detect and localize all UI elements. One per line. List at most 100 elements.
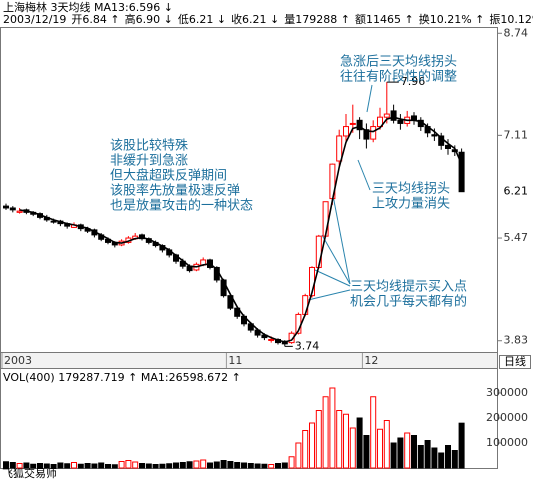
candle-body	[302, 295, 309, 315]
annotation: 该股比较特殊	[110, 139, 188, 154]
volume-bar	[336, 410, 343, 469]
candle-body	[431, 134, 438, 137]
volume-bar	[315, 410, 322, 469]
arrow	[307, 289, 351, 301]
quote-item: 收6.21 ↓	[231, 12, 279, 26]
volume-bar	[3, 461, 9, 469]
x-tick-label: 12	[364, 354, 378, 367]
volume-bar	[234, 462, 241, 469]
volume-bar	[111, 464, 118, 469]
annotation: 该股率先放量极速反弹	[110, 183, 240, 199]
volume-bar	[84, 463, 91, 469]
annotation: 三天均线提示买入点	[350, 279, 467, 295]
y-tick-label: 5.47	[504, 231, 529, 244]
period-box	[499, 355, 531, 369]
candle-body	[397, 119, 404, 124]
volume-bar	[458, 422, 465, 469]
volume-bar	[43, 463, 50, 469]
candle-body	[445, 144, 451, 149]
volume-bar	[98, 462, 105, 469]
volume-bar	[37, 463, 43, 469]
annotation: 非缓升到急涨	[110, 154, 188, 169]
quote-item: 额11465 ↑	[355, 13, 414, 26]
volume-tick-label: 300000	[486, 386, 528, 399]
volume-tick-label: 200000	[486, 411, 528, 424]
annotation: 急涨后三天均线拐头	[340, 55, 457, 70]
volume-bar	[64, 463, 71, 469]
volume-header: VOL(400) 179287.719 ↑ MA1:26598.672 ↑	[3, 371, 241, 384]
volume-bar	[213, 461, 220, 469]
volume-bar	[370, 396, 377, 469]
volume-bar	[322, 396, 329, 469]
volume-bar	[309, 422, 315, 469]
volume-bar	[23, 462, 30, 469]
volume-bar	[207, 462, 213, 469]
candle-body	[16, 210, 23, 213]
quote-item: 换10.21% ↑	[419, 12, 485, 26]
volume-bar	[179, 462, 186, 469]
annotation: 也是放量攻击的一种状态	[110, 198, 253, 214]
volume-bar	[275, 463, 281, 469]
volume-bar	[247, 463, 254, 469]
annotation: 但大盘超跌反弹期间	[110, 168, 227, 184]
date-band	[0, 352, 498, 369]
volume-bar	[404, 432, 411, 469]
volume-bar	[200, 459, 207, 469]
annotation: 三天均线拐头	[372, 182, 450, 197]
volume-bar	[302, 430, 309, 469]
last-price-label: 6.21	[504, 185, 529, 198]
volume-bar	[166, 463, 173, 469]
candle-body	[3, 205, 9, 209]
volume-bar	[390, 442, 397, 469]
quote-item: 高6.90 ↓	[125, 12, 173, 26]
low-mark: 3.74	[295, 339, 320, 352]
period-label: 日线	[504, 354, 526, 368]
candle-body	[458, 151, 465, 193]
candle-body	[50, 220, 57, 223]
volume-bar	[241, 462, 247, 469]
volume-bar	[268, 464, 275, 469]
candle-body	[363, 129, 370, 140]
ma-line	[19, 116, 463, 343]
volume-bar	[91, 463, 98, 469]
volume-bar	[377, 428, 383, 469]
volume-bar	[438, 452, 445, 469]
high-mark: 7.96	[401, 75, 426, 88]
volume-bar	[329, 387, 336, 469]
candle-body	[356, 119, 363, 131]
volume-bar	[451, 450, 458, 469]
volume-bar	[145, 463, 152, 469]
footer: 飞狐交易师	[2, 466, 57, 480]
volume-bar	[227, 461, 234, 469]
quote-item: 量179288 ↑	[284, 13, 350, 26]
volume-bar	[50, 464, 57, 469]
candle-body	[336, 135, 343, 162]
y-tick-label: 3.83	[504, 334, 529, 347]
volume-bar	[132, 461, 139, 469]
volume-bar	[159, 463, 166, 469]
volume-bar	[220, 460, 227, 469]
volume-bar	[125, 460, 132, 469]
volume-bar	[288, 456, 295, 469]
volume-bar	[281, 462, 288, 469]
volume-bar	[254, 463, 261, 469]
candle-body	[349, 122, 356, 125]
volume-bar	[397, 437, 404, 469]
x-tick-label: 11	[228, 354, 242, 367]
x-tick-label: 2003	[4, 354, 32, 367]
y-tick-label: 7.11	[504, 128, 529, 141]
volume-bar	[105, 464, 111, 469]
candle-body	[383, 113, 390, 118]
volume-bar	[77, 463, 84, 469]
quote-item: 开6.84 ↑	[71, 13, 119, 26]
candle-body	[9, 207, 16, 211]
volume-bar	[411, 435, 417, 469]
annotation: 机会几乎每天都有的	[350, 294, 467, 310]
volume-bar	[16, 463, 23, 469]
volume-bar	[173, 462, 179, 469]
quote-item: 2003/12/19	[3, 13, 66, 26]
candle-body	[343, 126, 349, 137]
volume-tick-label: 100000	[486, 436, 528, 449]
